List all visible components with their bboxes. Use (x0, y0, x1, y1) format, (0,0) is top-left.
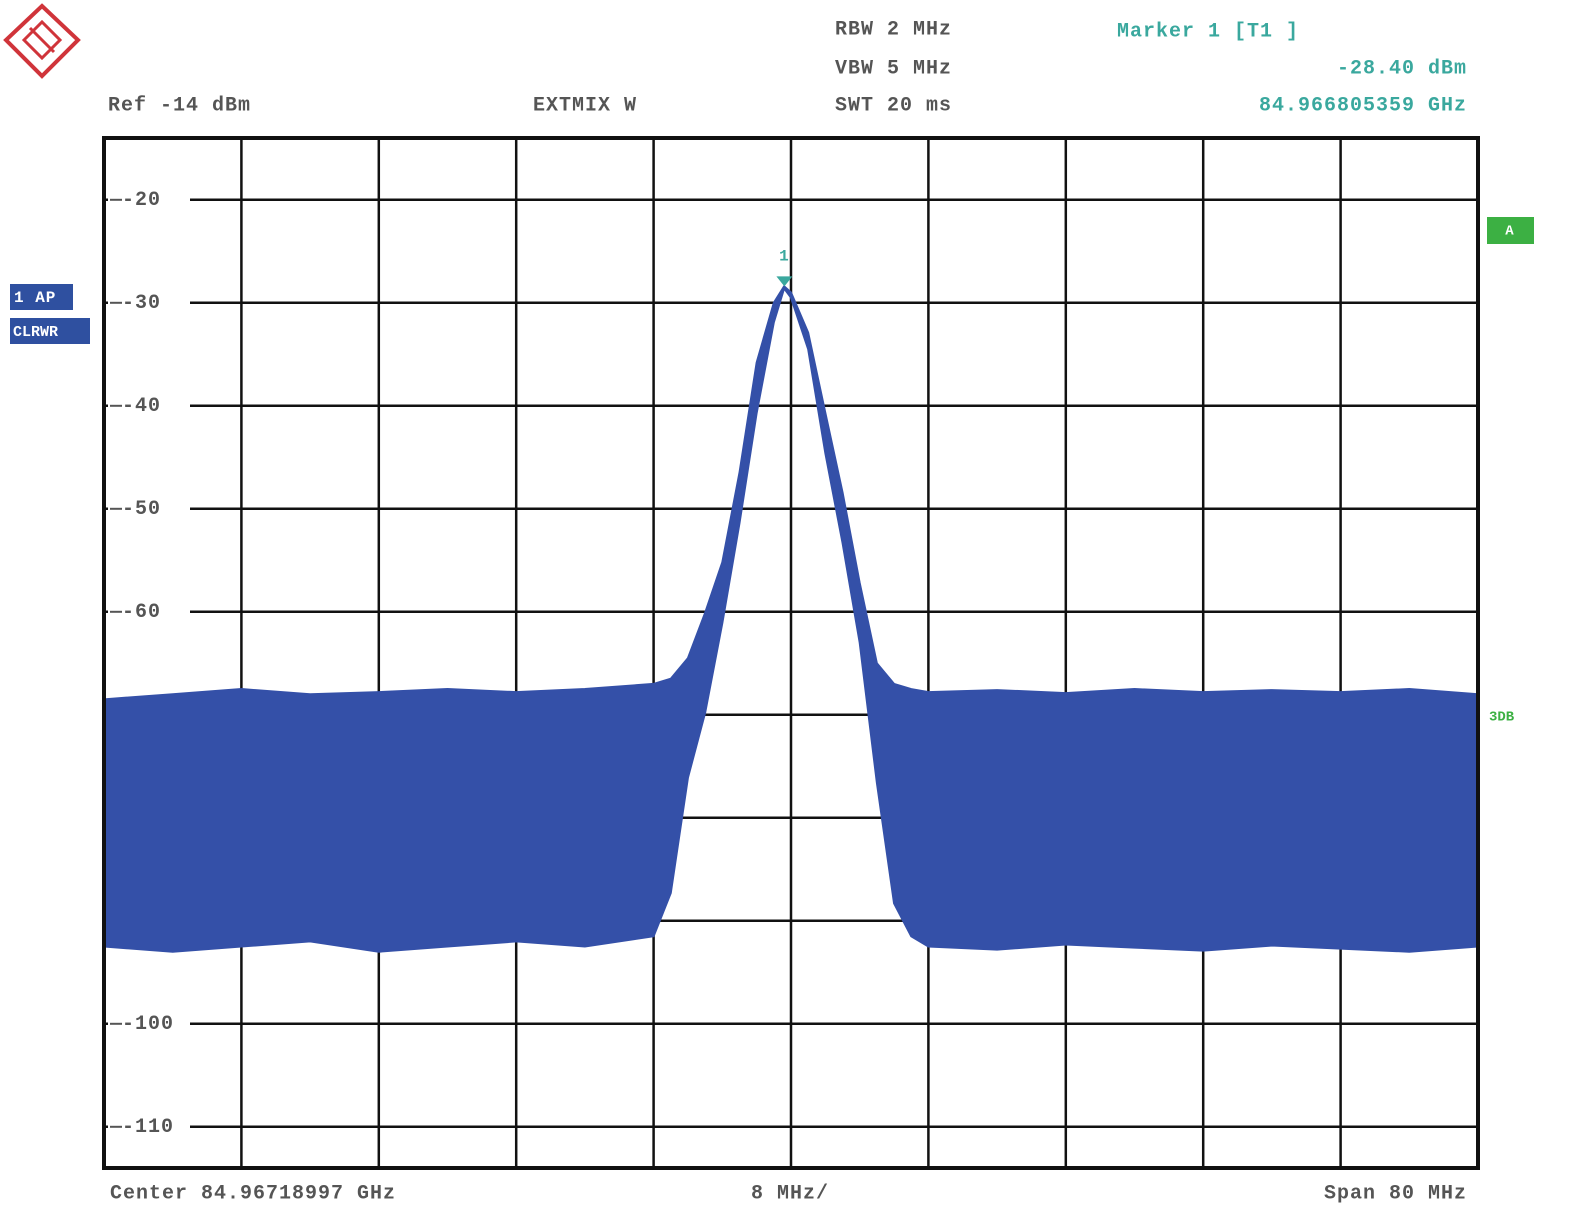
tick-label-bg (108, 188, 190, 211)
y-tick-label: -30 (122, 292, 161, 315)
tick-label-bg (108, 497, 190, 520)
y-tick-label: -110 (122, 1116, 174, 1139)
trace-fill (104, 286, 1478, 952)
marker-title: Marker 1 [T1 ] (1117, 20, 1299, 43)
plot-frame (102, 136, 1480, 1170)
y-tick-label: -50 (122, 498, 161, 521)
ref-level: Ref -14 dBm (108, 94, 251, 117)
logo-inner (21, 19, 63, 61)
detector-badge (10, 318, 90, 344)
trace-envelope (103, 286, 1479, 953)
detector-label: CLRWR (13, 324, 58, 341)
vbw: VBW 5 MHz (835, 57, 952, 80)
y-tick-label: -40 (122, 395, 161, 418)
marker-level: -28.40 dBm (1337, 57, 1467, 80)
rbw: RBW 2 MHz (835, 18, 952, 41)
tick-label-bg (108, 394, 190, 417)
logo (3, 3, 81, 79)
flag-label: 3DB (1489, 710, 1515, 726)
y-tick-label: -100 (122, 1013, 174, 1036)
status-badge (1487, 217, 1534, 244)
trace-badge (10, 284, 73, 310)
trace-envelope (103, 284, 1479, 701)
center-frequency: Center 84.96718997 GHz (110, 1182, 396, 1205)
tick-label-bg (108, 1115, 190, 1138)
marker-frequency: 84.966805359 GHz (1259, 94, 1467, 117)
tick-label-bg (108, 600, 190, 623)
mixer-mode: EXTMIX W (533, 94, 637, 117)
marker-number: 1 (779, 248, 790, 266)
trace-label: 1 AP (14, 289, 56, 307)
per-division: 8 MHz/ (751, 1182, 829, 1205)
marker-symbol (776, 276, 793, 287)
y-tick-label: -60 (122, 601, 161, 624)
sweep-time: SWT 20 ms (835, 94, 952, 117)
y-tick-label: -20 (122, 189, 161, 212)
logo-diamond (3, 3, 81, 79)
tick-label-bg (108, 291, 190, 314)
span: Span 80 MHz (1324, 1182, 1467, 1205)
tick-label-bg (108, 1012, 190, 1035)
status-label: A (1505, 224, 1514, 240)
